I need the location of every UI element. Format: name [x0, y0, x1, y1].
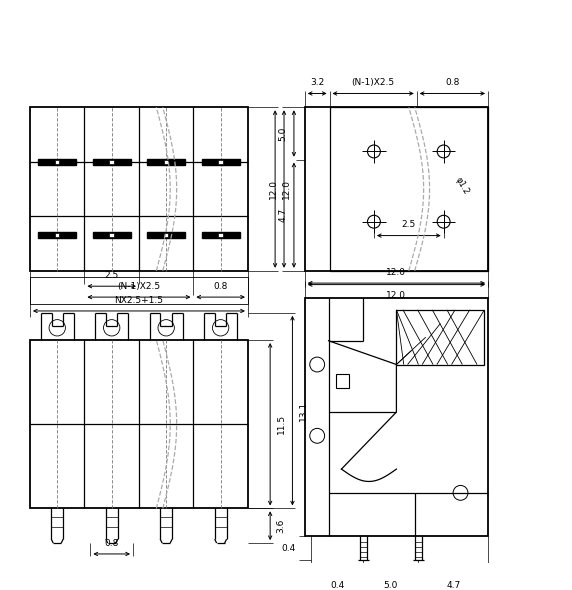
Text: 0.8: 0.8 — [445, 78, 459, 87]
Bar — [38, 232, 76, 238]
Bar — [147, 232, 185, 238]
Bar — [219, 232, 223, 237]
Bar — [201, 159, 240, 165]
Text: 2.5: 2.5 — [402, 220, 416, 229]
Text: 5.0: 5.0 — [279, 126, 288, 140]
Text: (N-1)X2.5: (N-1)X2.5 — [117, 281, 161, 291]
Text: φ1.2: φ1.2 — [453, 175, 470, 196]
Text: 2.5: 2.5 — [105, 271, 119, 280]
Bar — [55, 160, 59, 164]
Bar — [305, 107, 488, 271]
Text: 4.7: 4.7 — [446, 581, 460, 589]
Text: 12.0: 12.0 — [387, 268, 407, 277]
Text: 5.0: 5.0 — [384, 581, 398, 589]
Text: 4.7: 4.7 — [279, 208, 288, 222]
Bar — [305, 298, 488, 536]
Bar — [55, 232, 59, 237]
Text: 0.8: 0.8 — [105, 539, 119, 548]
Bar — [396, 310, 484, 365]
Bar — [93, 159, 131, 165]
Text: 13.1: 13.1 — [299, 401, 308, 421]
Bar — [109, 232, 114, 237]
Bar — [329, 107, 488, 271]
Bar — [164, 160, 168, 164]
Text: (N-1)X2.5: (N-1)X2.5 — [352, 78, 395, 87]
Bar — [38, 159, 76, 165]
Text: 12.0: 12.0 — [269, 179, 277, 199]
Bar — [147, 159, 185, 165]
Bar — [109, 160, 114, 164]
Bar — [30, 340, 248, 509]
Bar — [30, 107, 248, 271]
Text: 11.5: 11.5 — [277, 414, 285, 434]
Text: 0.4: 0.4 — [281, 543, 296, 552]
Text: 0.8: 0.8 — [213, 281, 228, 291]
Text: 3.2: 3.2 — [310, 78, 324, 87]
Text: NX2.5+1.5: NX2.5+1.5 — [114, 296, 164, 304]
Bar — [219, 160, 223, 164]
Bar — [201, 232, 240, 238]
Text: 12.0: 12.0 — [281, 179, 291, 199]
Text: 12.0: 12.0 — [387, 291, 407, 300]
Bar — [164, 232, 168, 237]
Bar — [336, 375, 349, 388]
Text: 3.6: 3.6 — [277, 519, 285, 533]
Bar — [93, 232, 131, 238]
Text: 0.4: 0.4 — [330, 581, 344, 589]
Bar — [30, 277, 248, 304]
